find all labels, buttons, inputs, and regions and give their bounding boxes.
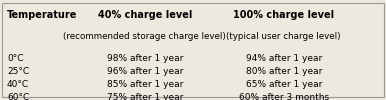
Text: (typical user charge level): (typical user charge level) [227, 32, 341, 41]
Text: 60% after 3 months: 60% after 3 months [239, 93, 329, 100]
Text: 98% after 1 year: 98% after 1 year [107, 54, 183, 63]
Text: (recommended storage charge level): (recommended storage charge level) [63, 32, 226, 41]
Text: 40°C: 40°C [7, 80, 29, 89]
Text: Temperature: Temperature [7, 10, 77, 20]
Text: 0°C: 0°C [7, 54, 24, 63]
Text: 80% after 1 year: 80% after 1 year [245, 67, 322, 76]
Text: 100% charge level: 100% charge level [233, 10, 334, 20]
Text: 75% after 1 year: 75% after 1 year [107, 93, 183, 100]
Text: 94% after 1 year: 94% after 1 year [245, 54, 322, 63]
Text: 40% charge level: 40% charge level [98, 10, 192, 20]
Text: 96% after 1 year: 96% after 1 year [107, 67, 183, 76]
FancyBboxPatch shape [2, 2, 384, 97]
Text: 65% after 1 year: 65% after 1 year [245, 80, 322, 89]
Text: 60°C: 60°C [7, 93, 29, 100]
Text: 85% after 1 year: 85% after 1 year [107, 80, 183, 89]
Text: 25°C: 25°C [7, 67, 29, 76]
